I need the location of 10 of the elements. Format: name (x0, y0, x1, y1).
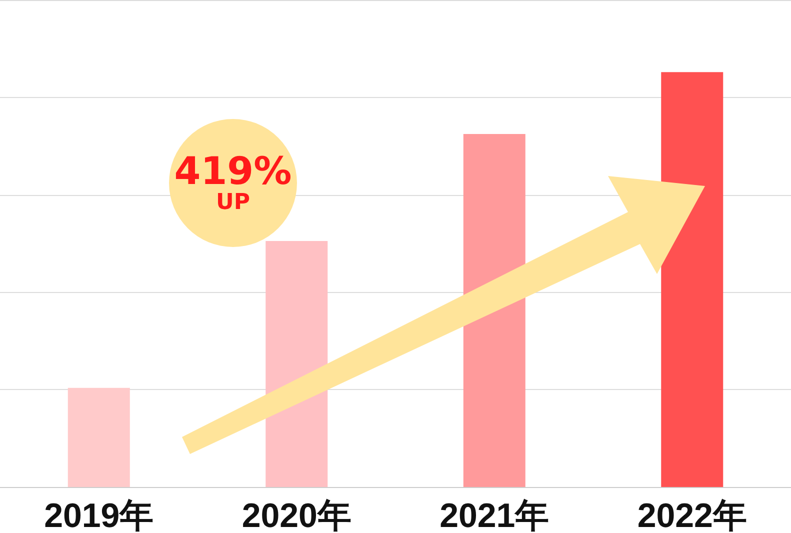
bar (68, 388, 130, 487)
circle-badge: 419% UP (169, 119, 297, 247)
x-tick-label: 2020年 (242, 497, 352, 533)
annotation: 419% (174, 149, 292, 193)
x-tick-label: 2019年 (44, 497, 154, 533)
bar (661, 72, 724, 487)
bar (463, 134, 526, 487)
x-tick-label: 2021年 (440, 497, 550, 533)
annotation: UP (216, 190, 250, 215)
x-tick-label: 2022年 (637, 497, 747, 533)
